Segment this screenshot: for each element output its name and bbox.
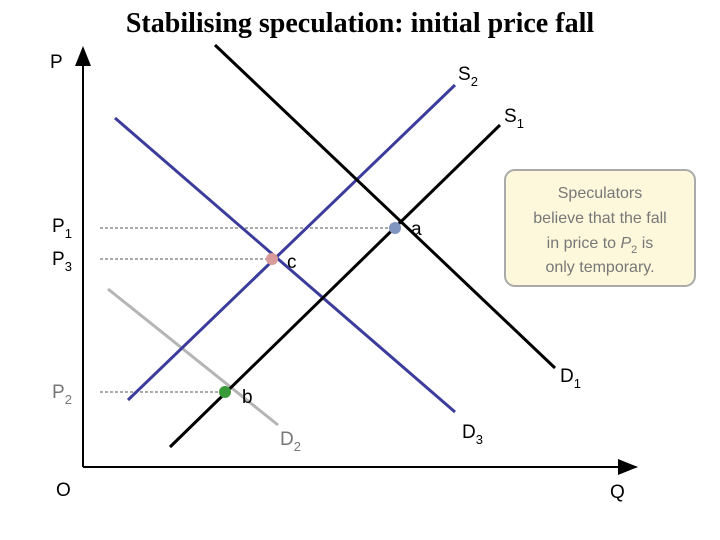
s2-curve bbox=[126, 83, 457, 402]
d1-label: D1 bbox=[560, 366, 581, 391]
title: Stabilising speculation: initial price f… bbox=[126, 8, 594, 39]
callout-line: only temporary. bbox=[545, 259, 654, 276]
s1-curve bbox=[168, 123, 502, 449]
s1-label: S1 bbox=[504, 106, 524, 131]
point-b bbox=[219, 386, 231, 398]
x-axis-label: Q bbox=[610, 482, 625, 503]
guides bbox=[100, 227, 395, 393]
d2-curve bbox=[107, 287, 279, 427]
p1-label: P1 bbox=[52, 216, 72, 241]
s2-label: S2 bbox=[458, 64, 478, 89]
d2-label: D2 bbox=[280, 429, 301, 454]
point-c bbox=[266, 253, 278, 265]
d3-label: D3 bbox=[462, 422, 483, 447]
callout: Speculators believe that the fall in pri… bbox=[504, 169, 696, 287]
origin-label: O bbox=[56, 480, 71, 501]
point-b-label: b bbox=[242, 387, 253, 408]
d3-curve bbox=[114, 116, 456, 414]
y-axis-label: P bbox=[50, 52, 63, 73]
p2-label: P2 bbox=[52, 382, 72, 407]
point-a-label: a bbox=[411, 219, 422, 240]
callout-line: Speculators bbox=[558, 185, 643, 202]
p3-label: P3 bbox=[52, 249, 72, 274]
point-c-label: c bbox=[287, 252, 297, 273]
callout-line: in price to P2 is bbox=[547, 235, 654, 256]
callout-line: believe that the fall bbox=[533, 210, 666, 227]
callout-box bbox=[504, 169, 696, 287]
point-a bbox=[389, 222, 401, 234]
d1-curve bbox=[213, 43, 557, 370]
